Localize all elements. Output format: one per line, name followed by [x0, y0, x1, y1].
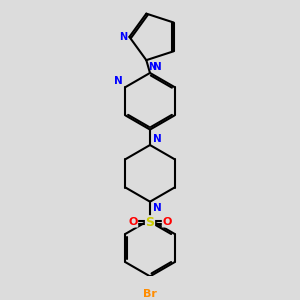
Text: S: S [146, 216, 154, 229]
Text: N: N [153, 62, 161, 72]
Text: O: O [129, 217, 138, 227]
Text: N: N [148, 62, 156, 72]
Text: N: N [119, 32, 127, 42]
Text: O: O [162, 217, 171, 227]
Text: N: N [153, 134, 162, 144]
Text: N: N [153, 203, 162, 213]
Text: N: N [114, 76, 123, 86]
Text: Br: Br [143, 289, 157, 299]
